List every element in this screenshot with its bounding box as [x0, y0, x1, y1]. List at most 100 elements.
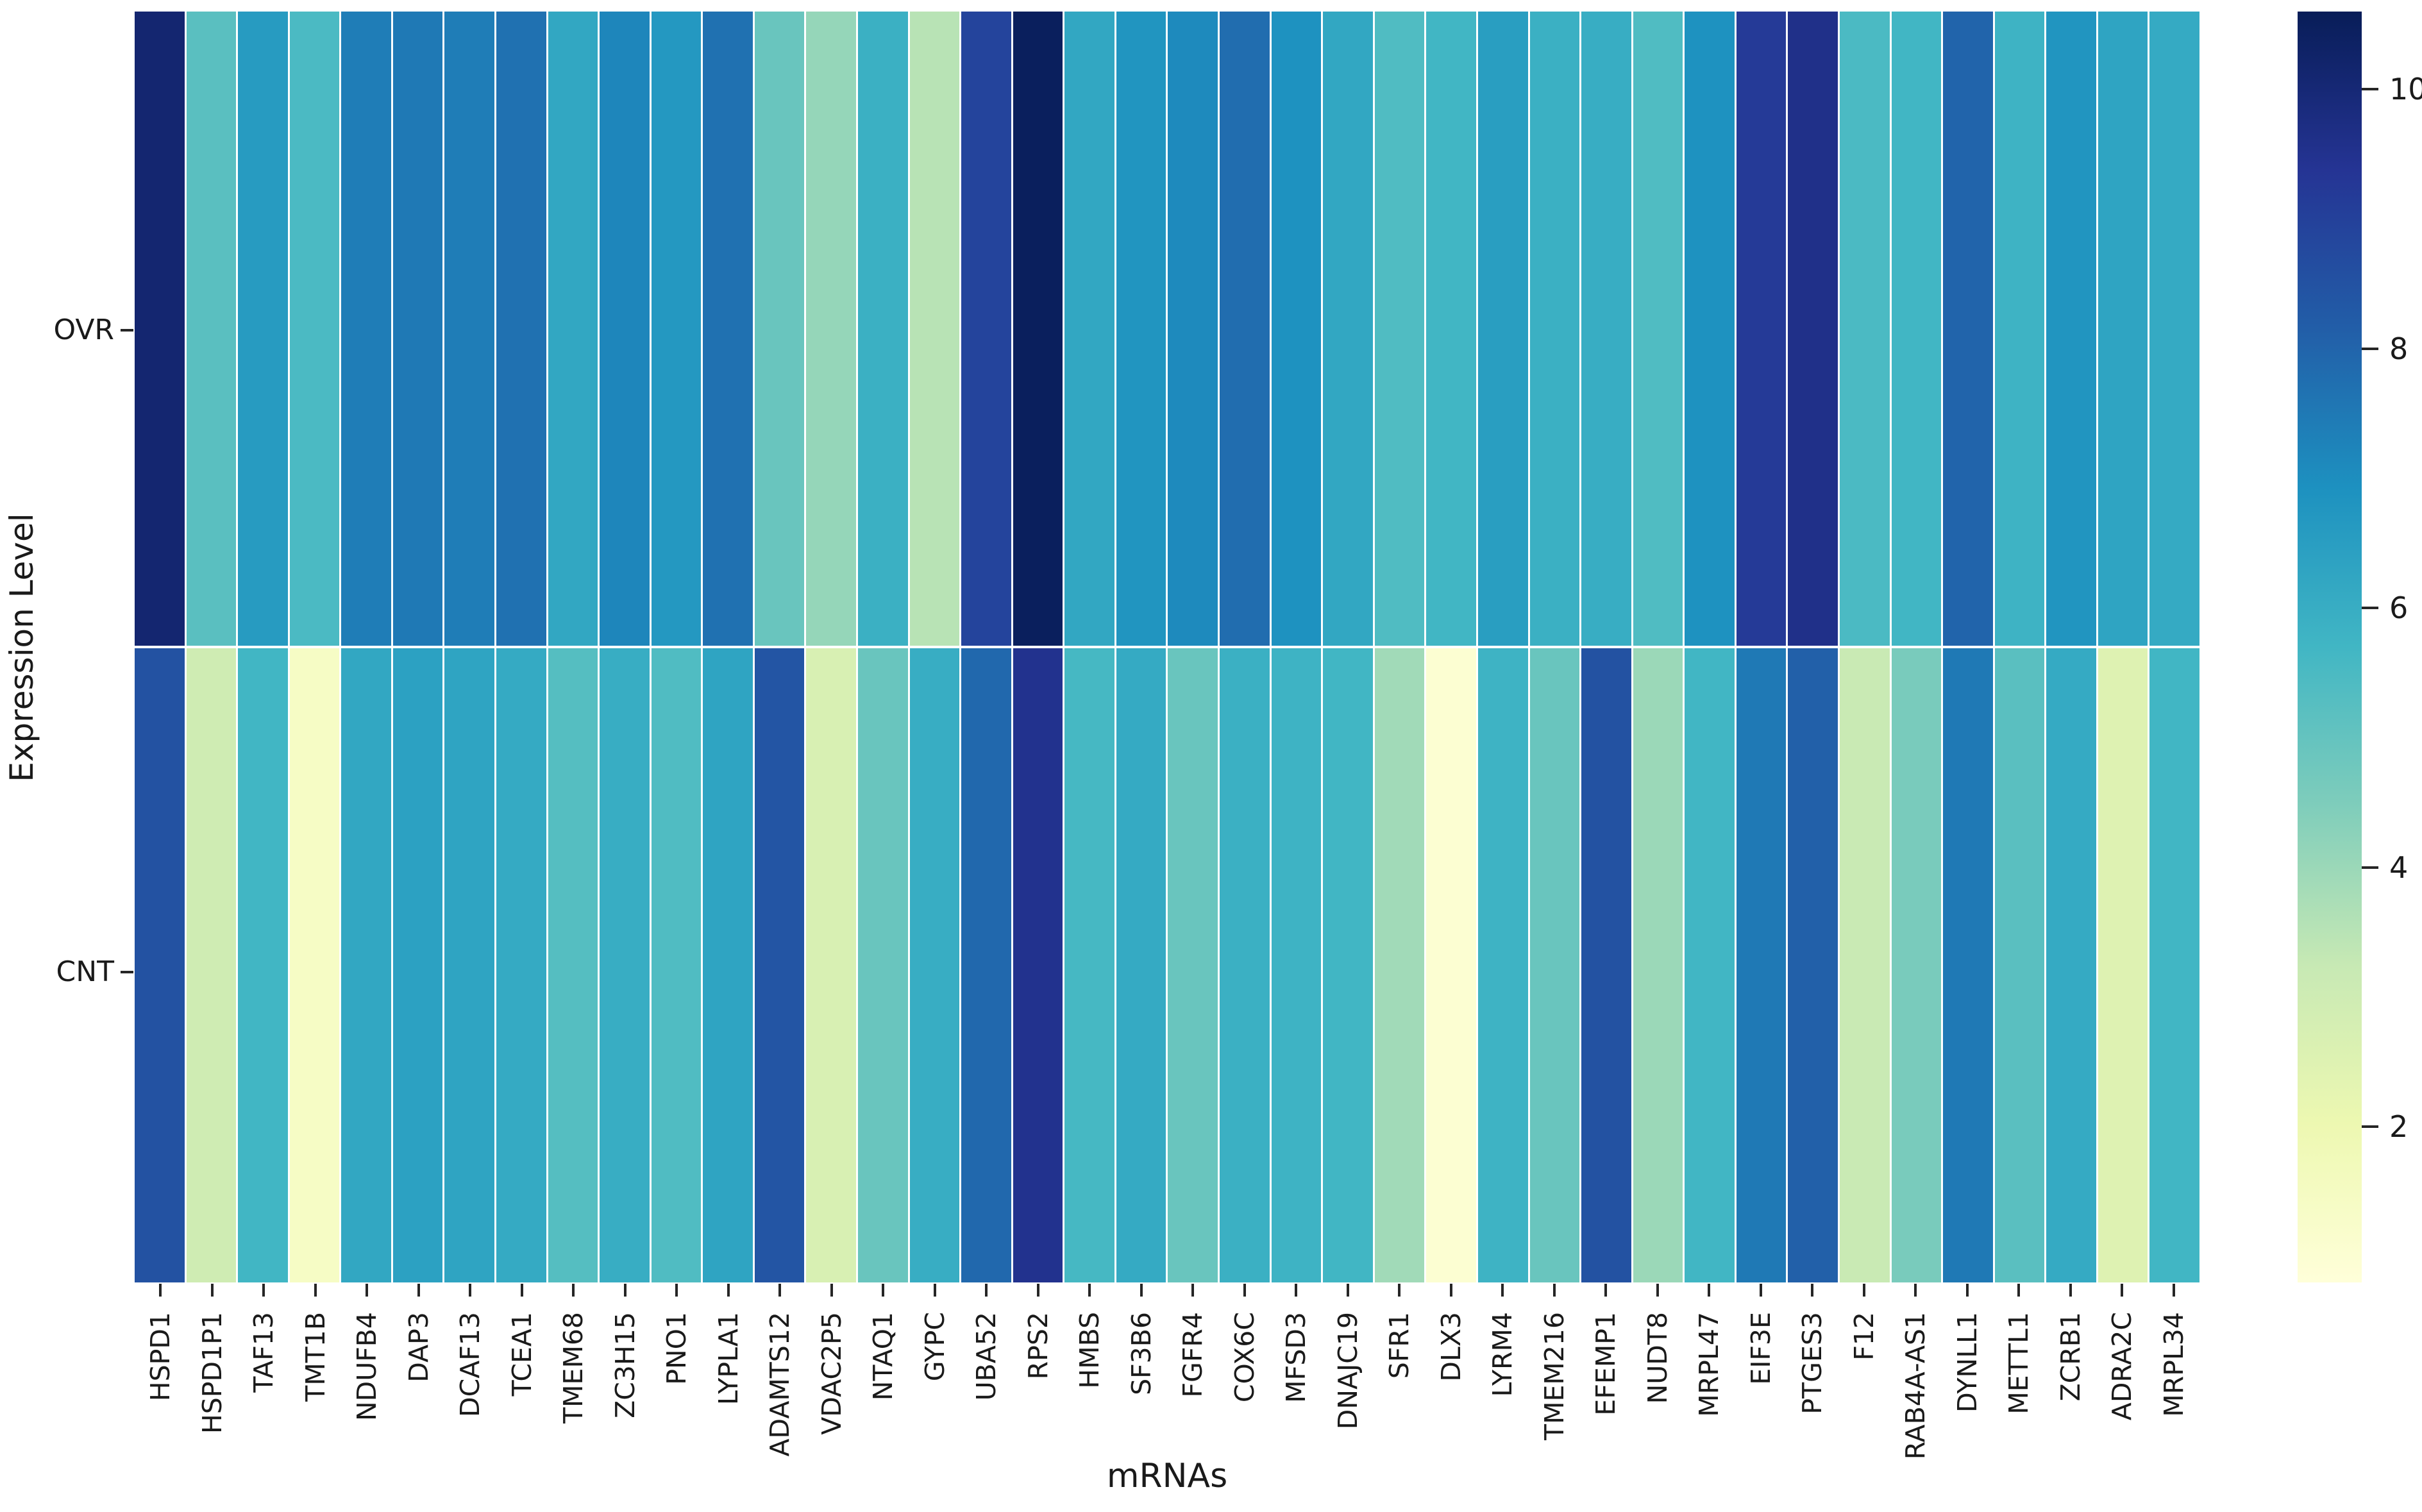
colorbar-tick-label-4: 4 — [2389, 850, 2409, 885]
column-tick-label-DNAJC19: DNAJC19 — [1332, 1312, 1363, 1430]
column-tick-label-NDUFB4: NDUFB4 — [351, 1312, 383, 1422]
heatmap-cell-CNT-METTL1 — [1994, 648, 2045, 1282]
x-tick-mark — [262, 1284, 265, 1297]
heatmap-cell-OVR-ZC3H15 — [600, 12, 650, 646]
heatmap-cell-OVR-SFR1 — [1374, 12, 1425, 646]
column-tick-label-PTGES3: PTGES3 — [1797, 1312, 1828, 1415]
column-tick-label-LYRM4: LYRM4 — [1487, 1312, 1518, 1397]
heatmap-cell-OVR-F12 — [1839, 12, 1890, 646]
heatmap-cell-CNT-DAP3 — [392, 648, 443, 1282]
x-tick-mark — [1604, 1284, 1608, 1297]
heatmap-cell-OVR-TMEM216 — [1529, 12, 1580, 646]
x-tick-mark — [1656, 1284, 1659, 1297]
heatmap-cell-CNT-ADRA2C — [2098, 648, 2148, 1282]
heatmap-cell-OVR-MRPL34 — [2149, 12, 2199, 646]
colorbar-tick-mark — [2362, 88, 2378, 91]
heatmap-cell-CNT-UBA52 — [961, 648, 1011, 1282]
heatmap-cell-OVR-HSPD1P1 — [186, 12, 237, 646]
heatmap-cell-OVR-ZCRB1 — [2046, 12, 2096, 646]
x-tick-mark — [2121, 1284, 2124, 1297]
heatmap-cell-OVR-LYRM4 — [1477, 12, 1528, 646]
heatmap-cell-OVR-NTAQ1 — [858, 12, 908, 646]
heatmap-cell-OVR-RAB4A-AS1 — [1891, 12, 1942, 646]
heatmap-cell-OVR-SF3B6 — [1116, 12, 1166, 646]
column-tick-label-HSPD1P1: HSPD1P1 — [196, 1312, 228, 1434]
heatmap-cell-OVR-HSPD1 — [135, 12, 185, 646]
colorbar-tick-label-10: 10 — [2389, 72, 2422, 107]
heatmap-cell-CNT-PNO1 — [651, 648, 702, 1282]
column-tick-label-UBA52: UBA52 — [971, 1312, 1002, 1401]
column-tick-label-TCEA1: TCEA1 — [506, 1312, 537, 1397]
heatmap-cell-OVR-EIF3E — [1736, 12, 1787, 646]
heatmap-cell-OVR-PTGES3 — [1788, 12, 1838, 646]
heatmap-cell-OVR-TMEM68 — [548, 12, 598, 646]
x-tick-mark — [1398, 1284, 1401, 1297]
column-tick-label-TMT1B: TMT1B — [299, 1312, 331, 1402]
heatmap-cell-OVR-TMT1B — [289, 12, 340, 646]
heatmap-cell-CNT-LYRM4 — [1477, 648, 1528, 1282]
heatmap-cell-OVR-HMBS — [1064, 12, 1114, 646]
column-tick-label-TMEM216: TMEM216 — [1538, 1312, 1570, 1440]
heatmap-cell-CNT-TMT1B — [289, 648, 340, 1282]
heatmap-cell-CNT-NTAQ1 — [858, 648, 908, 1282]
heatmap-cell-CNT-NDUFB4 — [341, 648, 391, 1282]
heatmap-cell-CNT-NUDT8 — [1633, 648, 1683, 1282]
heatmap-cell-CNT-FGFR4 — [1168, 648, 1218, 1282]
y-axis-title: Expression Level — [3, 513, 40, 782]
heatmap-cell-OVR-TAF13 — [238, 12, 288, 646]
column-tick-label-METTL1: METTL1 — [2003, 1312, 2035, 1415]
colorbar-tick-label-6: 6 — [2389, 591, 2409, 626]
x-tick-mark — [1759, 1284, 1762, 1297]
heatmap-cell-OVR-DCAF13 — [444, 12, 495, 646]
heatmap-cell-CNT-SFR1 — [1374, 648, 1425, 1282]
x-tick-mark — [417, 1284, 420, 1297]
heatmap-cell-CNT-RAB4A-AS1 — [1891, 648, 1942, 1282]
heatmap-cell-CNT-VDAC2P5 — [806, 648, 857, 1282]
heatmap-cell-CNT-ADAMTS12 — [754, 648, 805, 1282]
x-tick-mark — [1191, 1284, 1195, 1297]
x-tick-mark — [1243, 1284, 1246, 1297]
heatmap-cell-CNT-COX6C — [1220, 648, 1270, 1282]
column-tick-label-SFR1: SFR1 — [1384, 1312, 1415, 1379]
colorbar-tick-mark — [2362, 866, 2378, 869]
colorbar-tick-mark — [2362, 1125, 2378, 1129]
column-tick-label-ZCRB1: ZCRB1 — [2055, 1312, 2086, 1402]
column-tick-label-ADAMTS12: ADAMTS12 — [764, 1312, 796, 1457]
heatmap-cell-OVR-DAP3 — [392, 12, 443, 646]
row-tick-label-ovr: OVR — [53, 314, 114, 346]
heatmap-cell-CNT-GYPC — [909, 648, 960, 1282]
heatmap-cell-OVR-LYPLA1 — [703, 12, 753, 646]
x-tick-mark — [1501, 1284, 1504, 1297]
column-tick-label-DAP3: DAP3 — [403, 1312, 434, 1382]
x-tick-mark — [933, 1284, 936, 1297]
colorbar-tick-label-8: 8 — [2389, 331, 2409, 366]
heatmap-cell-CNT-MRPL34 — [2149, 648, 2199, 1282]
x-tick-mark — [520, 1284, 523, 1297]
column-tick-label-DYNLL1: DYNLL1 — [1951, 1312, 1983, 1413]
heatmap-cell-CNT-RPS2 — [1013, 648, 1063, 1282]
x-tick-mark — [1708, 1284, 1711, 1297]
heatmap-cell-OVR-ADAMTS12 — [754, 12, 805, 646]
x-tick-mark — [1862, 1284, 1865, 1297]
y-tick-mark — [121, 329, 133, 332]
column-tick-label-RAB4A-AS1: RAB4A-AS1 — [1900, 1312, 1931, 1460]
x-tick-mark — [1346, 1284, 1349, 1297]
column-tick-label-F12: F12 — [1848, 1312, 1880, 1361]
x-tick-mark — [314, 1284, 317, 1297]
x-axis-title: mRNAs — [1106, 1457, 1228, 1495]
heatmap-cell-CNT-HSPD1 — [135, 648, 185, 1282]
colorbar-tick-mark — [2362, 607, 2378, 610]
column-tick-label-TAF13: TAF13 — [248, 1312, 280, 1393]
column-tick-label-DLX3: DLX3 — [1435, 1312, 1467, 1382]
column-tick-label-LYPLA1: LYPLA1 — [712, 1312, 744, 1406]
heatmap-cell-CNT-TMEM68 — [548, 648, 598, 1282]
x-tick-mark — [727, 1284, 730, 1297]
heatmap-cell-OVR-FGFR4 — [1168, 12, 1218, 646]
heatmap-cell-OVR-TCEA1 — [496, 12, 546, 646]
heatmap-cell-OVR-DYNLL1 — [1943, 12, 1993, 646]
column-tick-label-HMBS: HMBS — [1074, 1312, 1106, 1389]
x-tick-mark — [1036, 1284, 1039, 1297]
column-tick-label-ZC3H15: ZC3H15 — [609, 1312, 641, 1418]
column-tick-label-MRPL47: MRPL47 — [1694, 1312, 1725, 1417]
heatmap-cell-OVR-MRPL47 — [1685, 12, 1735, 646]
